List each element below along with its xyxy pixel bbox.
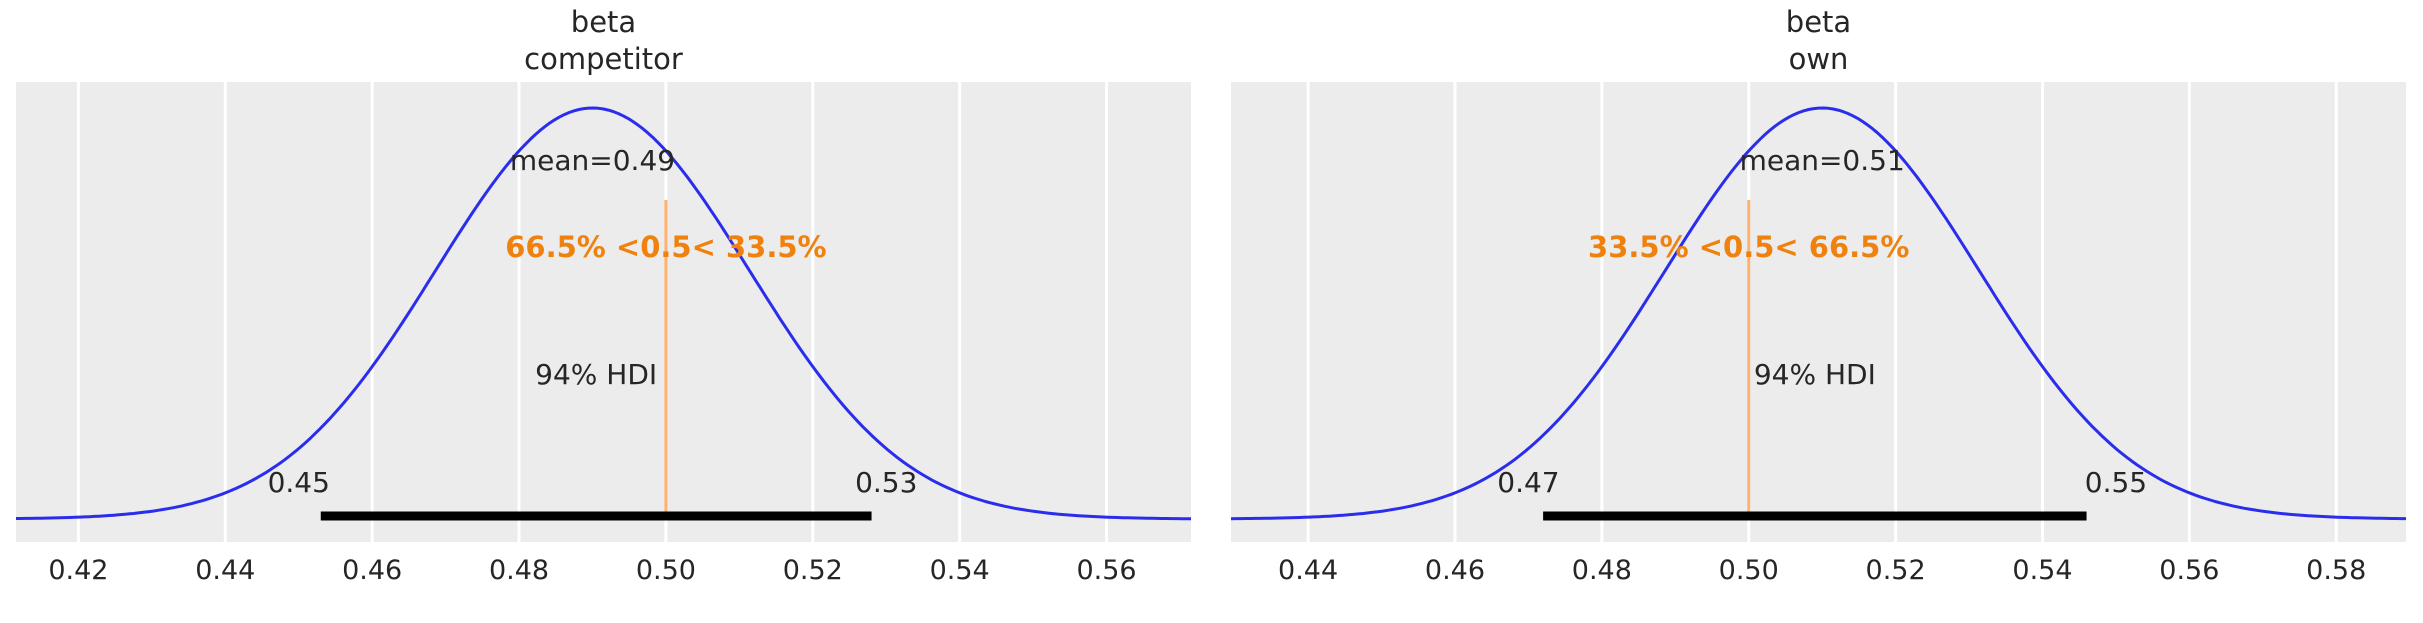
plot-background [16,82,1191,542]
chart-title: beta competitor [16,4,1191,78]
x-tick-label: 0.54 [930,555,990,586]
x-tick-label: 0.52 [783,555,843,586]
density-curve [1231,106,2406,521]
hdi-lower-label: 0.45 [268,466,330,499]
chart-title-line1: beta [1785,5,1852,39]
panel-beta-own: beta own 0.44 0.46 0.48 0.50 0.52 0.54 0.56 0.5… [1231,4,2406,622]
x-tick-label: 0.54 [2012,555,2072,586]
x-tick-label: 0.48 [1572,555,1632,586]
ref-percentages-label: 66.5% <0.5< 33.5% [505,230,826,264]
panel-beta-competitor: beta competitor 0.42 0.44 0.46 0.48 0.50 0.52… [16,4,1191,622]
x-tick-label: 0.58 [2306,555,2366,586]
hdi-upper-label: 0.53 [855,466,917,499]
plot-background [1231,82,2406,542]
chart-title: beta own [1231,4,2406,78]
posterior-plot-own: 0.44 0.46 0.48 0.50 0.52 0.54 0.56 0.58 mean=0.5… [1231,82,2406,586]
x-tick-label: 0.44 [195,555,255,586]
hdi-label: 94% HDI [1754,358,1876,391]
x-tick-label: 0.56 [2159,555,2219,586]
ref-percentages-label: 33.5% <0.5< 66.5% [1588,230,1909,264]
hdi-upper-label: 0.55 [2085,466,2147,499]
x-tick-label: 0.46 [342,555,402,586]
density-curve [16,106,1191,521]
chart-title-line2: competitor [524,42,683,76]
hdi-lower-label: 0.47 [1497,466,1559,499]
chart-title-line2: own [1788,42,1849,76]
x-tick-label: 0.44 [1278,555,1338,586]
x-tick-label: 0.56 [1076,555,1136,586]
x-tick-label: 0.42 [48,555,108,586]
x-tick-label: 0.50 [636,555,696,586]
x-tick-label: 0.46 [1425,555,1485,586]
x-tick-label: 0.52 [1866,555,1926,586]
mean-label: mean=0.49 [510,144,675,177]
x-tick-label: 0.50 [1719,555,1779,586]
x-tick-label: 0.48 [489,555,549,586]
hdi-label: 94% HDI [535,358,657,391]
mean-label: mean=0.51 [1740,144,1905,177]
chart-title-line1: beta [570,5,637,39]
posterior-plot-competitor: 0.42 0.44 0.46 0.48 0.50 0.52 0.54 0.56 mean=0.4… [16,82,1191,586]
